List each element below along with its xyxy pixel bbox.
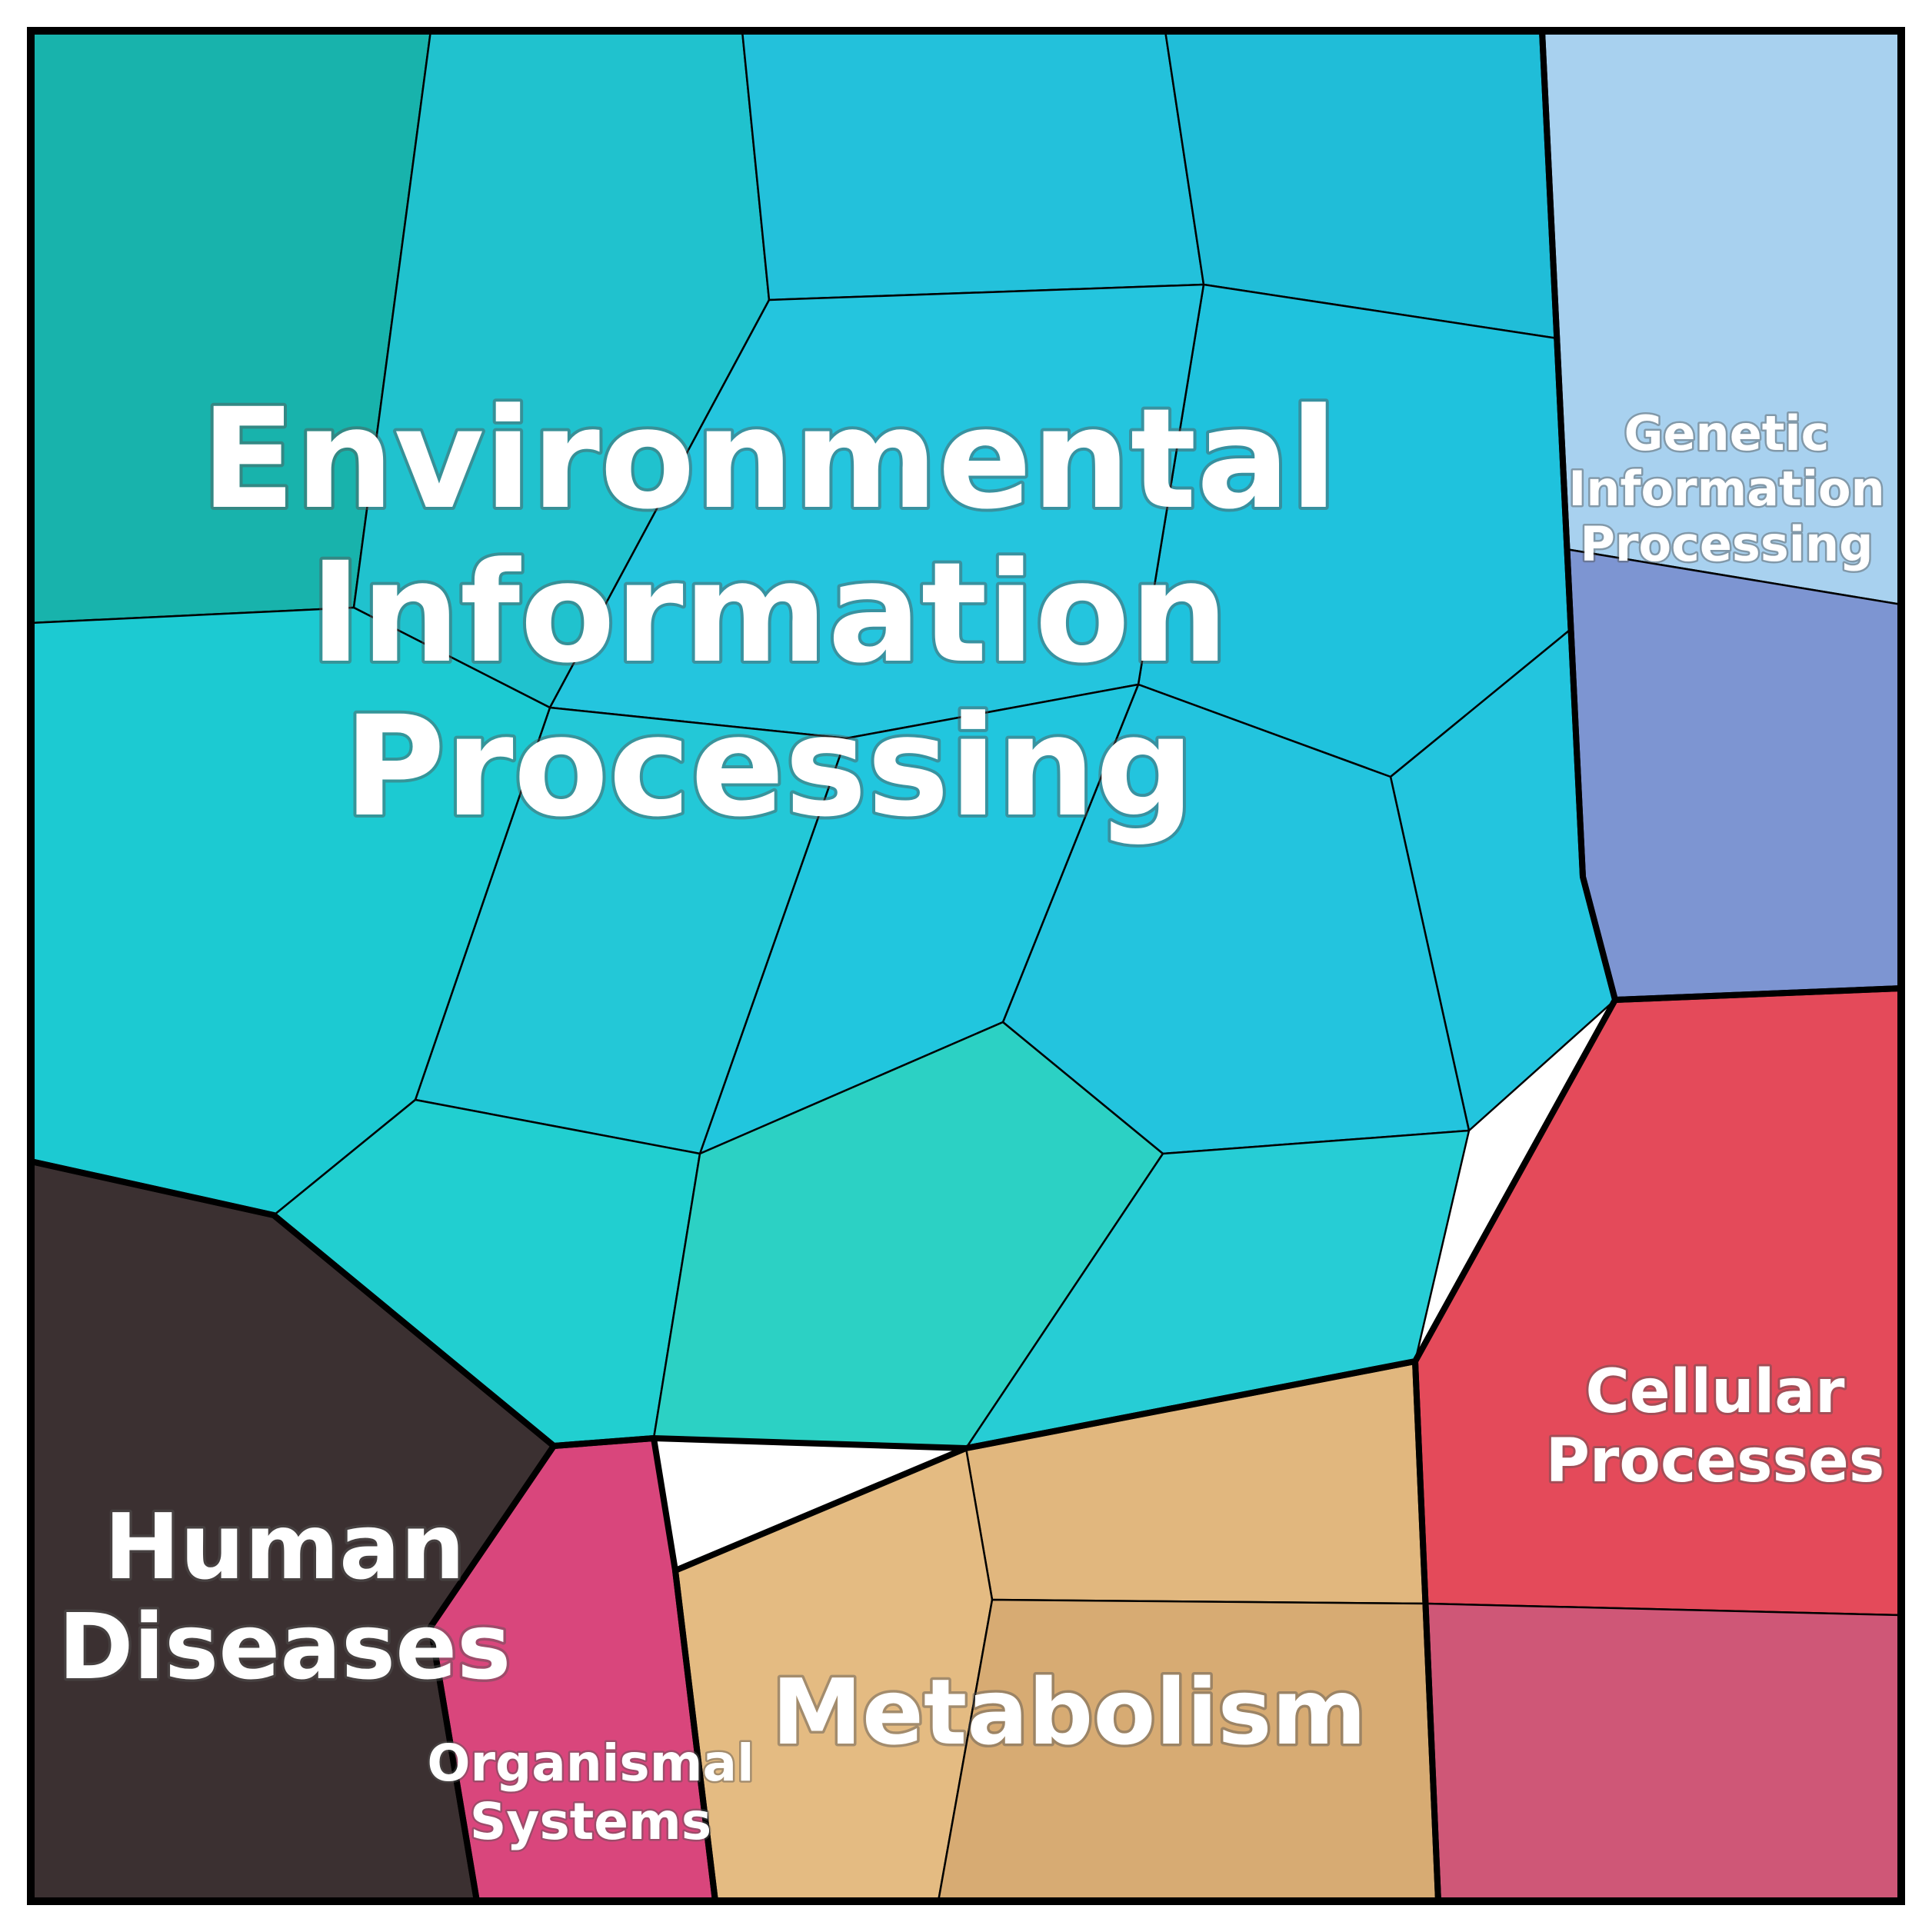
label-organismal: OrganismalSystems <box>427 1734 754 1851</box>
subcell-cellular <box>1427 1604 1901 1901</box>
subcell-env <box>742 31 1204 300</box>
label-metabolism: Metabolism <box>771 1659 1366 1765</box>
label-human: HumanDiseases <box>58 1494 511 1700</box>
subcell-genetic <box>1566 549 1901 1000</box>
label-env: EnvironmentalInformationProcessing <box>201 379 1337 848</box>
label-cellular: CellularProcesses <box>1546 1357 1885 1496</box>
voronoi-treemap: EnvironmentalInformationProcessingGeneti… <box>0 0 1932 1932</box>
